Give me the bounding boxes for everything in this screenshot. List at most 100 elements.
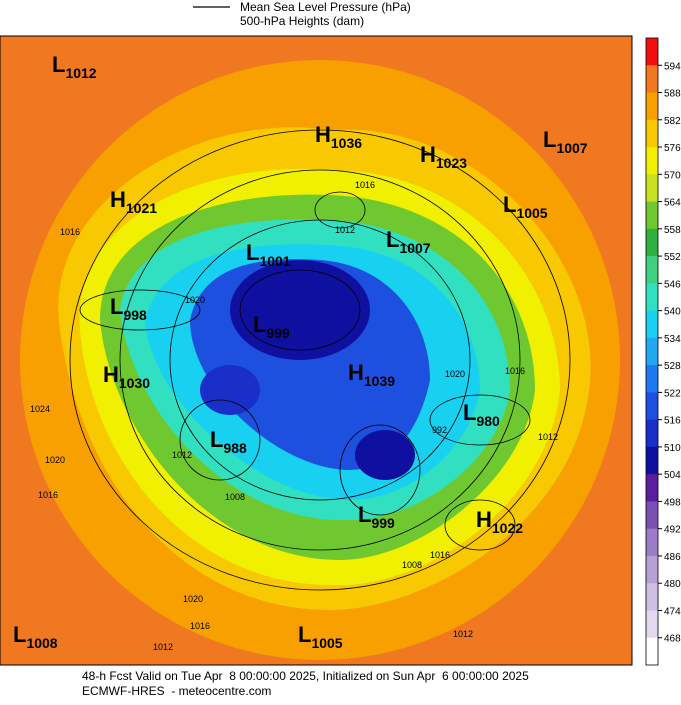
colorbar-band <box>646 474 658 502</box>
colorbar-band <box>646 528 658 557</box>
colorbar-band <box>646 555 658 584</box>
colorbar-band <box>646 119 658 148</box>
colorbar-tick-label: 492 <box>664 525 681 536</box>
colorbar-band <box>646 174 658 203</box>
center-type: L <box>543 127 556 152</box>
colorbar-band <box>646 65 658 94</box>
colorbar-tick-label: 594 <box>664 61 681 72</box>
legend-line-label: Mean Sea Level Pressure (hPa) <box>240 0 411 14</box>
center-value: 1039 <box>364 373 395 389</box>
colorbar-frame <box>645 37 659 666</box>
isobar-label: 1012 <box>453 629 473 639</box>
isobar-label: 1020 <box>445 369 465 379</box>
colorbar-band <box>646 419 658 448</box>
center-value: 1036 <box>331 135 362 151</box>
colorbar-tick-label: 558 <box>664 225 681 236</box>
colorbar-tick-label: 486 <box>664 552 681 563</box>
center-value: 1005 <box>516 205 547 221</box>
pressure-center: L1008 <box>13 622 58 651</box>
isobar-label: 1016 <box>355 180 375 190</box>
colorbar-tick-label: 522 <box>664 388 681 399</box>
center-value: 1023 <box>436 155 467 171</box>
isobar-label: 1016 <box>505 366 525 376</box>
colorbar-band <box>646 446 658 475</box>
center-type: H <box>315 122 331 147</box>
pressure-center: L1005 <box>298 622 343 651</box>
colorbar-band <box>646 310 658 339</box>
colorbar-tick-label: 540 <box>664 307 681 318</box>
colorbar-band <box>646 147 658 175</box>
pressure-center: L998 <box>110 294 147 323</box>
center-type: L <box>386 227 399 252</box>
footer-line: 48-h Fcst Valid on Tue Apr 8 00:00:00 20… <box>82 669 529 683</box>
colorbar-band <box>646 365 658 393</box>
center-type: L <box>110 294 123 319</box>
isobar-label: 1012 <box>538 432 558 442</box>
center-type: L <box>358 502 371 527</box>
center-value: 999 <box>266 325 290 341</box>
isobar-label: 1016 <box>60 227 80 237</box>
colorbar-band <box>646 283 658 312</box>
center-value: 998 <box>123 307 147 323</box>
isobar-label: 1016 <box>190 621 210 631</box>
colorbar-band <box>646 38 658 66</box>
colorbar-tick-label: 552 <box>664 252 681 263</box>
footer-source: ECMWF-HRES - meteocentre.com <box>82 684 271 698</box>
center-type: H <box>476 507 492 532</box>
center-value: 999 <box>371 515 395 531</box>
colorbar-band <box>646 228 658 257</box>
center-value: 1005 <box>311 635 342 651</box>
pressure-center: L1012 <box>52 52 97 81</box>
center-type: L <box>463 400 476 425</box>
center-value: 1007 <box>556 140 587 156</box>
colorbar-tick-label: 516 <box>664 416 681 427</box>
isobar-label: 1020 <box>45 455 65 465</box>
legend-fill-label: 500-hPa Heights (dam) <box>240 14 364 28</box>
center-value: 1012 <box>65 65 96 81</box>
center-value: 1007 <box>399 240 430 256</box>
pressure-center: L1007 <box>386 227 431 256</box>
colorbar-tick-label: 504 <box>664 470 681 481</box>
isobar-label: 1020 <box>185 295 205 305</box>
isobar-label: 992 <box>432 425 447 435</box>
pressure-center: H1022 <box>476 507 523 536</box>
colorbar-band <box>646 637 658 666</box>
colorbar-tick-label: 528 <box>664 361 681 372</box>
isobar-label: 1008 <box>225 492 245 502</box>
colorbar-band <box>646 501 658 530</box>
isobar-label: 1020 <box>183 594 203 604</box>
pressure-center: L988 <box>210 427 247 456</box>
isobar-label: 1012 <box>172 450 192 460</box>
colorbar-tick-label: 570 <box>664 170 681 181</box>
colorbar-tick-label: 498 <box>664 497 681 508</box>
colorbar-band <box>646 256 658 284</box>
pressure-center: H1030 <box>103 362 150 391</box>
colorbar-band <box>646 392 658 421</box>
center-value: 1001 <box>259 253 290 269</box>
center-type: L <box>52 52 65 77</box>
map <box>0 35 633 666</box>
isobar-label: 1016 <box>38 490 58 500</box>
pressure-center: L1007 <box>543 127 588 156</box>
colorbar-tick-label: 468 <box>664 634 681 645</box>
colorbar-tick-label: 576 <box>664 143 681 154</box>
colorbar-band <box>646 583 658 611</box>
center-type: H <box>110 187 126 212</box>
colorbar-tick-label: 510 <box>664 443 681 454</box>
center-value: 1021 <box>126 200 157 216</box>
pressure-center: L1005 <box>503 192 548 221</box>
center-type: L <box>503 192 516 217</box>
center-value: 1008 <box>26 635 57 651</box>
colorbar-band <box>646 610 658 639</box>
center-type: L <box>210 427 223 452</box>
colorbar-band <box>646 337 658 366</box>
center-value: 980 <box>476 413 500 429</box>
center-type: L <box>253 312 266 337</box>
colorbar-tick-label: 474 <box>664 606 681 617</box>
center-value: 1022 <box>492 520 523 536</box>
colorbar-band <box>646 201 658 230</box>
center-type: L <box>298 622 311 647</box>
center-value: 988 <box>223 440 247 456</box>
pressure-center: H1039 <box>348 360 395 389</box>
